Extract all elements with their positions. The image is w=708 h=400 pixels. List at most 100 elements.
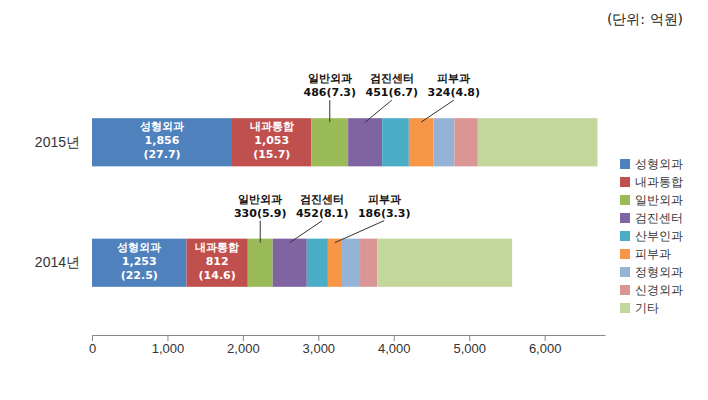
bar-segment [92,239,187,287]
data-label: 451(6.7) [366,86,419,99]
title: (단위: 억원) [607,11,683,27]
series-name-label: 성형외과 [117,241,161,254]
series-name-label: 검진센터 [300,193,344,206]
x-tick-mark [469,335,470,341]
legend-label: 산부인과 [635,229,683,243]
data-labels: 성형외과1,856(27.7)내과통합1,053(15.7)일반외과486(7.… [117,72,480,282]
x-tick-label: 5,000 [453,341,486,356]
legend-item: 신경외과 [620,283,683,297]
legend-swatch [620,249,630,259]
bars [92,118,597,287]
legend-item: 내과통합 [620,175,683,189]
x-tick-label: 3,000 [303,341,336,356]
bar-segment [328,239,342,287]
y-tick-label: 2014년 [35,254,80,270]
bar-segment [433,118,454,166]
x-tick-label: 4,000 [378,341,411,356]
legend-label: 일반외과 [635,193,683,207]
legend-label: 신경외과 [635,283,683,297]
bar-segment [307,239,328,287]
x-tick-label: 6,000 [529,341,562,356]
bar-segment [377,239,512,287]
leader-line [335,221,384,243]
leader-line [365,100,392,122]
legend-item: 피부과 [620,247,671,261]
legend-swatch [620,285,630,295]
x-tick-mark [394,335,395,341]
legend-label: 피부과 [635,247,671,261]
x-tick: 1,000 [152,335,185,356]
legend-label: 검진센터 [635,211,683,225]
legend: 성형외과내과통합일반외과검진센터산부인과피부과정형외과신경외과기타 [620,157,683,315]
series-name-label: 내과통합 [195,241,239,254]
x-tick-label: 1,000 [152,341,185,356]
legend-swatch [620,195,630,205]
legend-item: 검진센터 [620,211,683,225]
chart: (단위: 억원) 0 1,000 2,000 3,000 4,000 5,000 6,000 2… [0,0,708,400]
y-tick: 2014년 [35,254,92,270]
bar-segment [248,239,273,287]
data-label: 452(8.1) [296,207,349,220]
bar-segment [409,118,433,166]
x-tick: 5,000 [453,335,486,356]
x-tick: 2,000 [227,335,260,356]
legend-item: 산부인과 [620,229,683,243]
legend-label: 성형외과 [635,157,683,171]
legend-item: 성형외과 [620,157,683,171]
legend-swatch [620,231,630,241]
data-label: 186(3.3) [358,207,411,220]
series-name-label: 피부과 [368,193,401,206]
legend-swatch [620,177,630,187]
leader-line [290,221,323,243]
data-label: 486(7.3) [304,86,357,99]
legend-item: 정형외과 [620,265,683,279]
legend-label: 기타 [635,301,659,315]
legend-item: 일반외과 [620,193,683,207]
data-label: 1,253(22.5) [121,255,158,282]
leader-line [421,100,454,122]
series-name-label: 내과통합 [250,120,294,133]
bar-segment [232,118,311,166]
bar-segment [342,239,360,287]
y-tick: 2015년 [35,134,92,150]
bar-segment [187,239,248,287]
bar-segment [92,118,232,166]
y-tick-label: 2015년 [35,134,80,150]
x-tick-mark [318,335,319,341]
legend-swatch [620,159,630,169]
legend-label: 내과통합 [635,175,683,189]
legend-swatch [620,267,630,277]
bar-segment [311,118,348,166]
series-name-label: 성형외과 [140,120,184,133]
data-label: 324(4.8) [428,86,481,99]
series-name-label: 일반외과 [238,193,282,206]
y-axis: 2015년 2014년 [35,134,92,270]
x-tick-mark [92,335,93,341]
series-name-label: 일반외과 [308,72,352,85]
bar-segment [348,118,382,166]
x-tick: 6,000 [529,335,562,356]
data-label: 1,856(27.7) [143,134,180,161]
series-name-label: 검진센터 [370,72,414,85]
leader-line [329,100,330,122]
x-tick-mark [167,335,168,341]
x-tick-label: 2,000 [227,341,260,356]
x-axis: 0 1,000 2,000 3,000 4,000 5,000 6,000 [89,335,606,356]
bar-segment [360,239,377,287]
legend-item: 기타 [620,301,659,315]
data-label: 1,053(15.7) [253,134,290,161]
x-tick: 3,000 [303,335,336,356]
data-label: 812(14.6) [199,255,236,282]
x-tick: 0 [89,335,96,356]
x-tick: 4,000 [378,335,411,356]
legend-swatch [620,213,630,223]
series-name-label: 피부과 [437,72,470,85]
bar-segment [454,118,477,166]
x-tick-mark [545,335,546,341]
x-tick-mark [243,335,244,341]
leader-line [260,221,261,243]
bar-segment [382,118,409,166]
x-tick-label: 0 [89,341,96,356]
legend-swatch [620,303,630,313]
legend-label: 정형외과 [635,265,683,279]
